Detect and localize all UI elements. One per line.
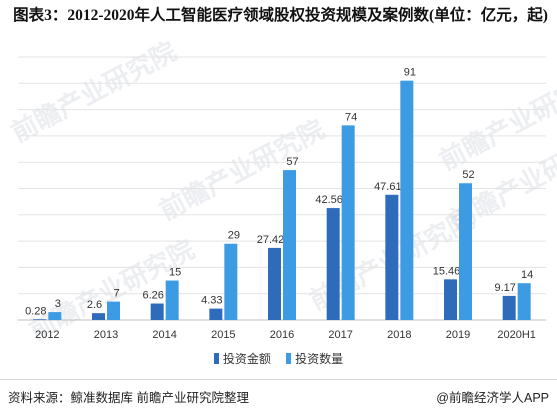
bar-amount [444, 279, 457, 320]
legend-label-count: 投资数量 [295, 352, 344, 366]
x-tick-label: 2016 [270, 329, 294, 341]
x-tick-label: 2017 [328, 329, 352, 341]
x-tick-label: 2019 [446, 329, 470, 341]
data-label-amount: 27.42 [257, 234, 285, 246]
legend-swatch-count [286, 353, 292, 364]
bar-count [517, 283, 531, 320]
bar-count [107, 301, 120, 320]
x-tick-label: 2012 [35, 329, 59, 341]
x-tick-label: 2014 [152, 329, 176, 341]
data-label-amount: 15.46 [433, 265, 461, 277]
data-label-amount: 6.26 [142, 290, 163, 302]
data-label-count: 7 [113, 288, 119, 300]
data-label-count: 91 [404, 67, 416, 79]
bar-amount [385, 194, 399, 320]
credit-note: @前瞻经济学人APP [436, 391, 549, 405]
bar-count [341, 125, 355, 320]
bar-count [400, 80, 414, 320]
bar-count [283, 170, 296, 320]
data-label-amount: 47.61 [374, 181, 402, 193]
x-tick-label: 2015 [211, 329, 235, 341]
bar-amount [92, 313, 105, 320]
chart-legend: 投资金额 投资数量 [0, 350, 557, 367]
data-label-count: 15 [169, 267, 181, 279]
data-label-count: 3 [55, 298, 61, 310]
legend-item-amount: 投资金额 [213, 350, 271, 367]
data-label-amount: 2.6 [87, 299, 102, 311]
bar-amount [33, 319, 47, 320]
data-label-amount: 42.56 [315, 194, 343, 206]
data-label-amount: 4.33 [201, 295, 222, 307]
x-tick-label: 2020H1 [497, 329, 536, 341]
bar-amount [150, 303, 164, 320]
bar-amount [209, 308, 223, 320]
bar-count [459, 183, 472, 320]
x-tick-label: 2013 [94, 329, 118, 341]
bar-count [48, 312, 62, 320]
source-note: 资料来源：鲸准数据库 前瞻产业研究院整理 [8, 391, 249, 405]
legend-item-count: 投资数量 [286, 350, 343, 367]
legend-label-amount: 投资金额 [222, 352, 271, 366]
footer-divider [0, 379, 557, 380]
bar-count [224, 243, 238, 320]
data-label-count: 52 [462, 169, 474, 181]
data-label-amount: 0.28 [25, 305, 46, 317]
bar-count [165, 280, 179, 320]
bar-amount [502, 295, 516, 320]
x-tick-label: 2018 [387, 329, 411, 341]
data-label-count: 14 [521, 269, 533, 281]
bar-amount [268, 247, 281, 320]
data-label-count: 57 [286, 156, 298, 168]
data-label-amount: 9.17 [494, 282, 515, 294]
bar-amount [326, 208, 340, 320]
bar-chart: 0.28 3 2012 2.6 7 2013 6.26 15 2014 4.33 29 2015 27.… [18, 56, 546, 341]
chart-title: 图表3：2012-2020年人工智能医疗领域股权投资规模及案例数(单位：亿元，起… [13, 7, 548, 24]
data-label-count: 74 [345, 111, 357, 123]
data-label-count: 29 [228, 230, 240, 242]
legend-swatch-amount [213, 353, 219, 364]
